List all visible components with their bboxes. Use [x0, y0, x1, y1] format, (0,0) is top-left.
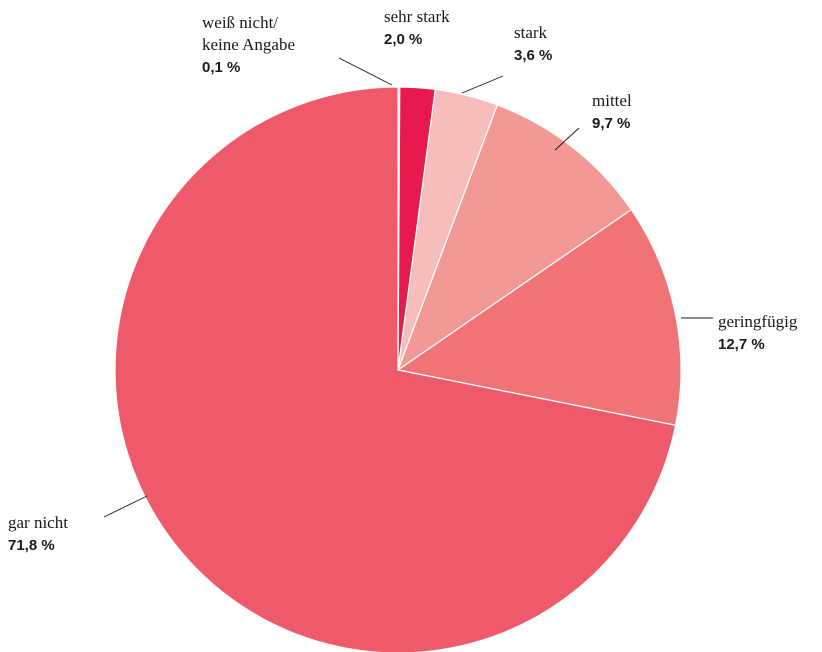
pie-slice-4: [396, 104, 633, 372]
slice-name-label: stark: [514, 23, 548, 42]
slice-value-label: 3,6 %: [514, 47, 552, 64]
slice-label-6: gar nicht 71,8 %: [8, 513, 68, 554]
pie-slice-5: [396, 208, 682, 426]
slice-name-label: weiß nicht/: [202, 13, 278, 32]
leader-line-1: [338, 57, 393, 86]
slice-value-label: 2,0 %: [384, 31, 422, 48]
leader-line-4: [554, 127, 580, 151]
slice-name-label: mittel: [592, 91, 632, 110]
slice-name-label: gar nicht: [8, 513, 68, 532]
slice-label-5: geringfügig 12,7 %: [718, 312, 798, 353]
leader-line-3: [461, 75, 504, 94]
slice-name-label: keine Angabe: [202, 35, 295, 54]
slice-value-label: 12,7 %: [718, 336, 765, 353]
slice-value-label: 71,8 %: [8, 537, 55, 554]
slice-name-label: geringfügig: [718, 312, 798, 331]
slice-label-2: sehr stark 2,0 %: [384, 7, 450, 48]
slice-label-1: weiß nicht/keine Angabe 0,1 %: [202, 13, 295, 76]
slice-labels: weiß nicht/keine Angabe 0,1 % sehr stark 2,…: [8, 7, 798, 554]
slice-label-4: mittel 9,7 %: [592, 91, 632, 132]
leader-lines: [103, 57, 713, 518]
slice-label-3: stark 3,6 %: [514, 23, 552, 64]
pie-slices: [114, 86, 682, 652]
slice-name-label: sehr stark: [384, 7, 450, 26]
slice-value-label: 9,7 %: [592, 115, 630, 132]
leader-line-6: [103, 495, 148, 518]
pie-slice-6: [114, 86, 677, 652]
slice-value-label: 0,1 %: [202, 59, 240, 76]
